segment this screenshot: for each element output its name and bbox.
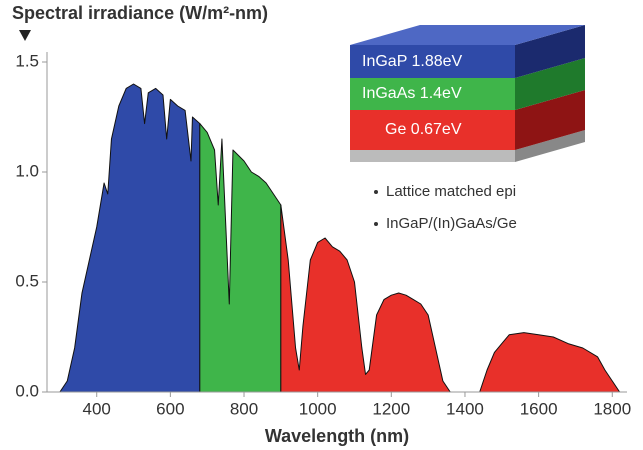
x-tick-label: 1000 (299, 399, 337, 418)
x-axis-label: Wavelength (nm) (265, 426, 409, 446)
note: Lattice matched epi (386, 183, 516, 200)
x-tick-label: 800 (230, 399, 258, 418)
y-tick-label: 0.5 (15, 271, 39, 290)
layer-side (515, 130, 585, 162)
chart-title: Spectral irradiance (W/m²-nm) (12, 3, 268, 23)
x-tick-label: 1800 (593, 399, 631, 418)
layer-front (350, 45, 515, 78)
layer-side (515, 58, 585, 110)
y-tick-label: 1.5 (15, 51, 39, 70)
area (59, 83, 201, 393)
inset: InGaP 1.88eV InGaAs 1.4eV Ge 0.67eV Latt… (350, 25, 585, 232)
x-tick-label: 1200 (372, 399, 410, 418)
layer-label: InGaAs 1.4eV (362, 85, 462, 102)
layer-label: InGaP 1.88eV (362, 53, 463, 70)
bullet (374, 222, 378, 226)
plot-area: 0.0 0.5 1.0 1.5 400 600 800 1000 1200 1400 1600 180… (15, 51, 631, 418)
axis-arrow (19, 30, 31, 41)
layer-top (350, 25, 585, 45)
layer-base (350, 150, 515, 162)
y-tick-label: 0.0 (15, 381, 39, 400)
layer-side (515, 25, 585, 78)
layer-front (350, 110, 515, 150)
bullet (374, 190, 378, 194)
layer-label: Ge 0.67eV (385, 121, 462, 138)
area (199, 123, 282, 393)
area (280, 204, 621, 393)
x-tick-label: 1400 (446, 399, 484, 418)
x-tick-label: 400 (83, 399, 111, 418)
x-tick-label: 600 (156, 399, 184, 418)
y-tick-label: 1.0 (15, 161, 39, 180)
x-tick-label: 1600 (520, 399, 558, 418)
layer-front (350, 78, 515, 110)
note: InGaP/(In)GaAs/Ge (386, 215, 517, 232)
